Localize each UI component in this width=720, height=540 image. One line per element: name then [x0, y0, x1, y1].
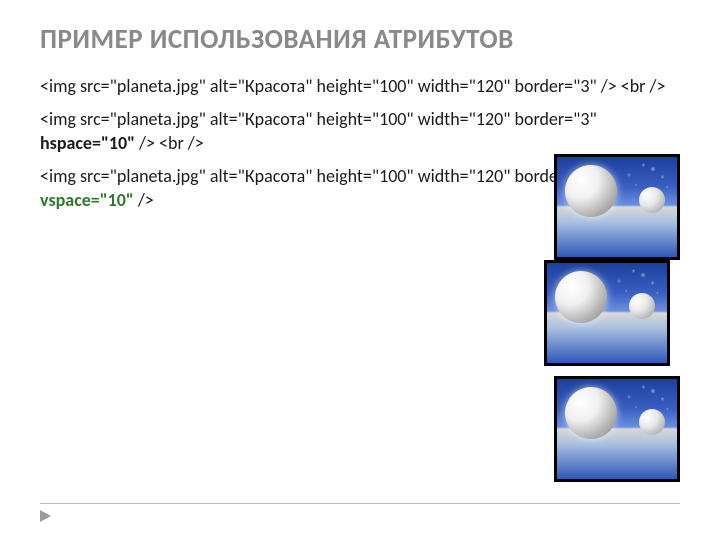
- code-line-3-tail: />: [134, 189, 154, 211]
- code-line-3-main: <img src="planeta.jpg" alt="Красота" hei…: [40, 165, 597, 187]
- decorative-sphere-large: [565, 387, 617, 439]
- code-line-2-main: <img src="planeta.jpg" alt="Красота" hei…: [40, 108, 597, 130]
- demo-images-column: [540, 154, 680, 492]
- decorative-sphere-small: [629, 293, 655, 319]
- decorative-sphere-small: [639, 409, 665, 435]
- code-line-1: <img src="planeta.jpg" alt="Красота" hei…: [40, 75, 680, 98]
- decorative-sphere-large: [555, 271, 607, 323]
- decorative-sphere-large: [565, 165, 617, 217]
- demo-image-vspace: [554, 376, 680, 482]
- demo-image-hspace: [544, 260, 670, 366]
- footer-divider: [40, 503, 680, 504]
- decorative-sphere-small: [639, 187, 665, 213]
- code-line-2: <img src="planeta.jpg" alt="Красота" hei…: [40, 108, 680, 155]
- slide-title: ПРИМЕР ИСПОЛЬЗОВАНИЯ АТРИБУТОВ: [40, 24, 680, 55]
- code-line-3-vspace: vspace="10": [40, 189, 134, 211]
- code-line-1-main: <img src="planeta.jpg" alt="Красота" hei…: [40, 75, 617, 97]
- slide: ПРИМЕР ИСПОЛЬЗОВАНИЯ АТРИБУТОВ <img src=…: [0, 0, 720, 540]
- code-line-1-tail: <br />: [617, 75, 666, 97]
- demo-image-plain: [554, 154, 680, 260]
- footer-arrow-icon: [40, 510, 51, 522]
- code-line-2-hspace: hspace="10": [40, 132, 135, 154]
- code-line-2-tail: /> <br />: [135, 132, 204, 154]
